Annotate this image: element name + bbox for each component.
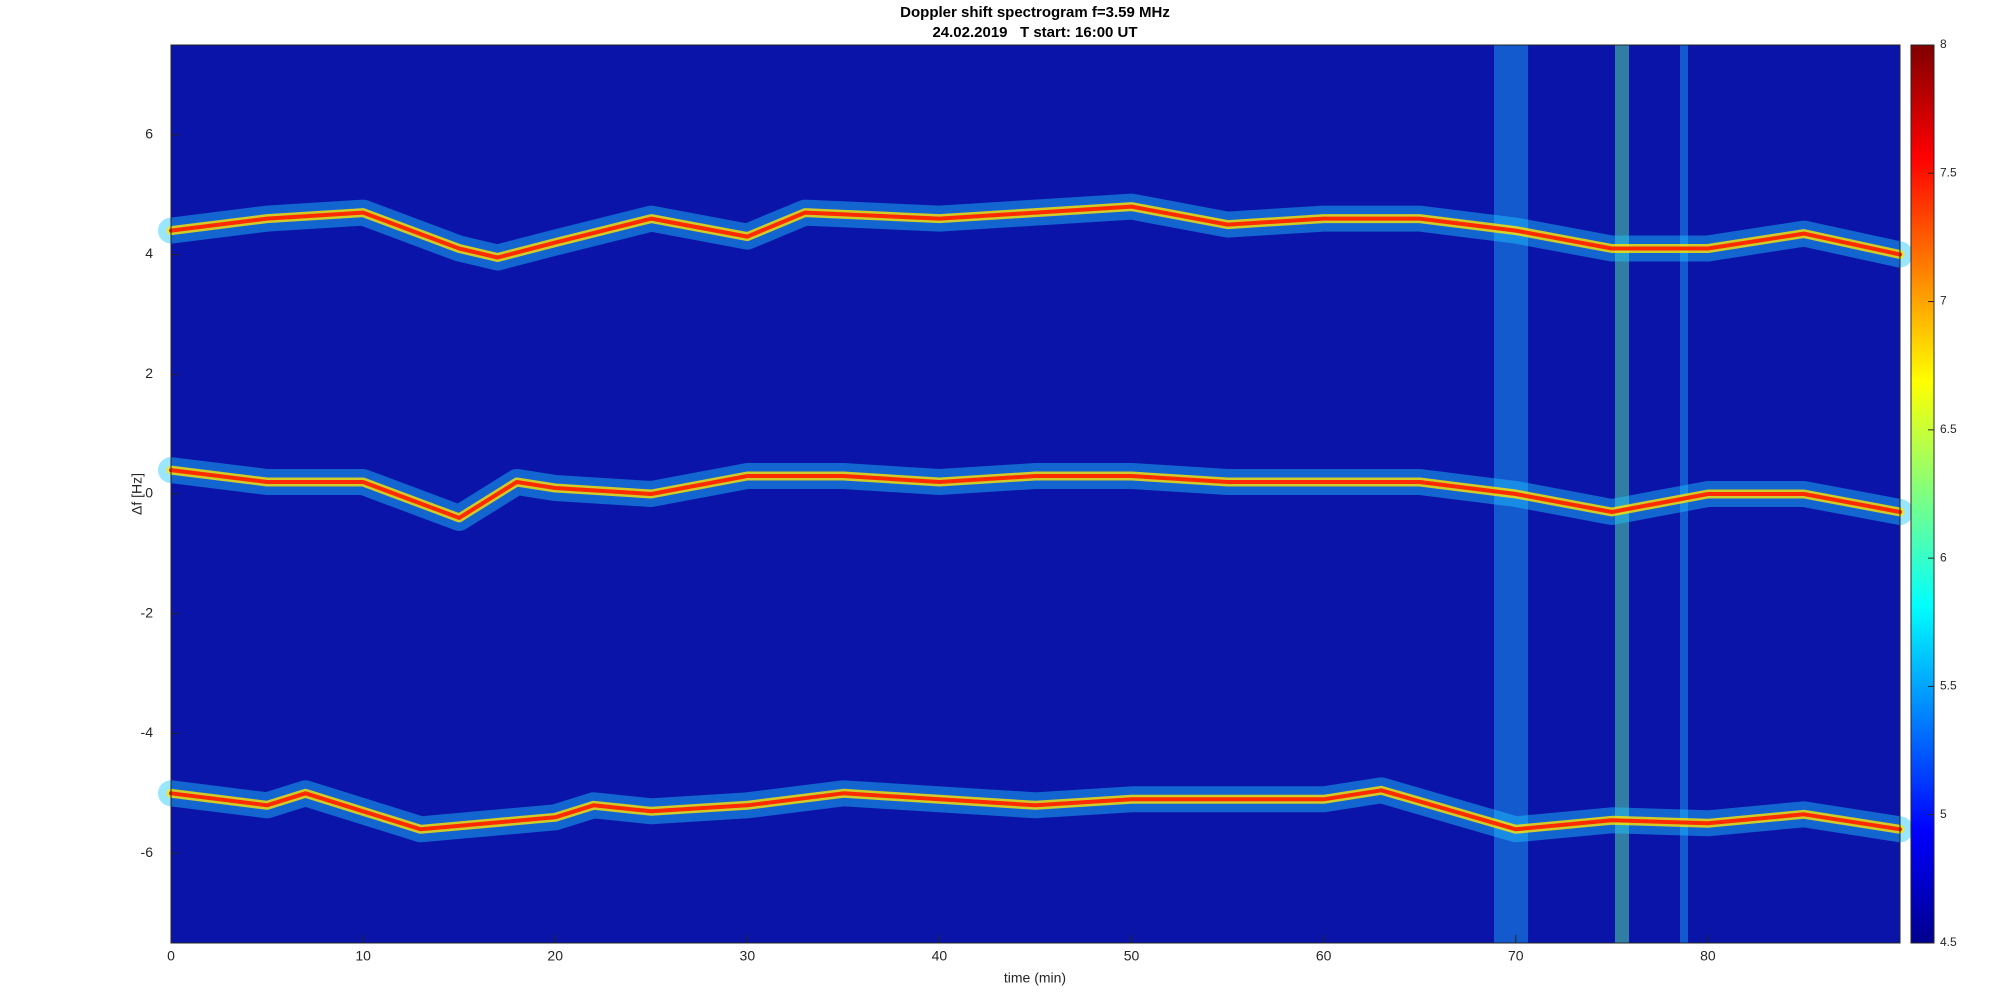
y-tick-label: 0	[145, 485, 153, 501]
x-tick-label: 0	[167, 948, 175, 964]
y-tick-label: 2	[145, 365, 153, 381]
x-axis-label: time (min)	[1004, 970, 1066, 986]
y-tick-label: -4	[141, 724, 154, 740]
trace	[169, 468, 1902, 520]
x-tick-label: 20	[547, 948, 563, 964]
y-tick-label: 4	[145, 245, 153, 261]
colorbar-tick-label: 8	[1940, 37, 1947, 51]
trace	[169, 204, 1902, 260]
plot-background	[171, 45, 1900, 943]
colorbar-tick-label: 6.5	[1940, 422, 1957, 436]
y-tick-label: -6	[141, 844, 154, 860]
x-tick-label: 70	[1508, 948, 1524, 964]
colorbar-tick-label: 7.5	[1940, 165, 1957, 179]
colorbar-tick-label: 5.5	[1940, 679, 1957, 693]
trace	[169, 788, 1902, 832]
traces	[158, 193, 1913, 843]
y-tick-label: -2	[141, 604, 154, 620]
x-tick-label: 50	[1124, 948, 1140, 964]
interference-band	[1615, 45, 1629, 943]
chart-title: Doppler shift spectrogram f=3.59 MHz	[900, 4, 1170, 21]
chart-subtitle: 24.02.2019 T start: 16:00 UT	[932, 24, 1137, 41]
x-tick-label: 60	[1316, 948, 1332, 964]
colorbar-tick-label: 6	[1940, 550, 1947, 564]
y-axis-label: Δf [Hz]	[129, 473, 145, 515]
x-tick-label: 30	[740, 948, 756, 964]
x-tick-label: 80	[1700, 948, 1716, 964]
colorbar-tick-label: 4.5	[1940, 935, 1957, 949]
x-tick-label: 40	[932, 948, 948, 964]
colorbar	[1910, 44, 1935, 944]
x-tick-label: 10	[355, 948, 371, 964]
colorbar-tick-label: 7	[1940, 294, 1947, 308]
y-tick-label: 6	[145, 126, 153, 142]
colorbar-tick-label: 5	[1940, 807, 1947, 821]
